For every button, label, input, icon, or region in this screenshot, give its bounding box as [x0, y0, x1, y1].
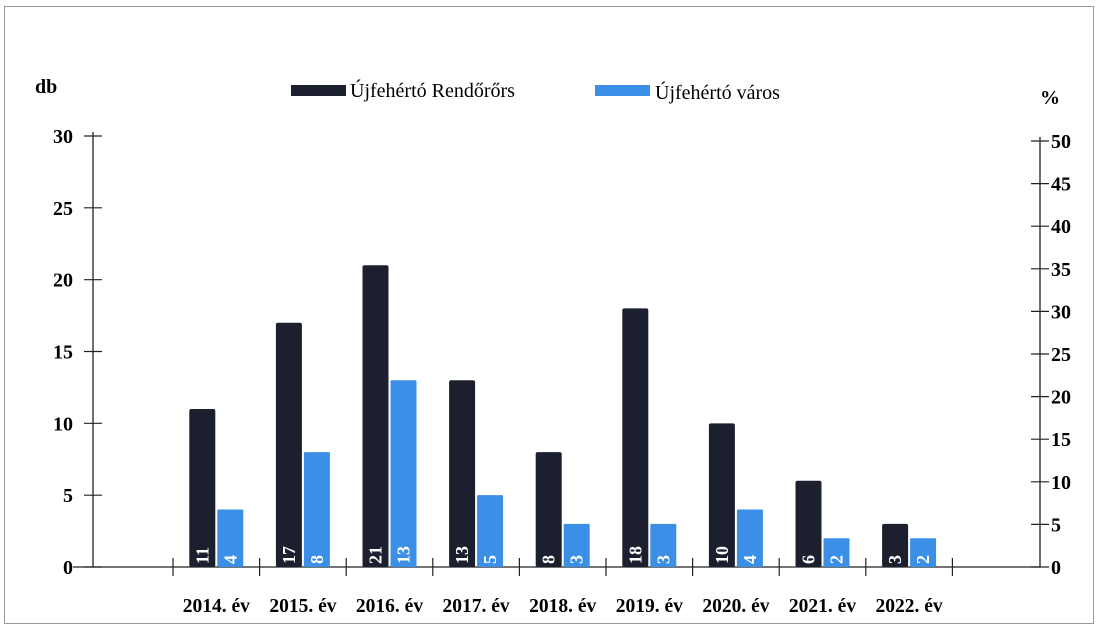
bar-varos [910, 538, 937, 567]
bar-rendorors [449, 380, 476, 567]
bar-rendorors [622, 308, 649, 567]
data-label-rendorors: 17 [279, 546, 299, 564]
right-tick-label: 45 [1051, 174, 1071, 196]
left-tick-label: 25 [53, 198, 73, 220]
bars: 11 4 17 8 21 13 13 5 8 3 18 3 10 4 6 2 3 2 [189, 265, 937, 567]
legend-label-varos: Újfehértó város [655, 80, 780, 104]
x-ticks [172, 558, 954, 576]
bar-rendorors [708, 423, 735, 567]
data-label-rendorors: 13 [452, 546, 472, 564]
right-axis-unit: % [1040, 87, 1060, 109]
right-tick-label: 30 [1051, 301, 1071, 323]
x-category-label: 2016. év [356, 596, 423, 617]
bar-rendorors [275, 322, 302, 567]
left-tick-label: 0 [63, 557, 73, 579]
data-label-rendorors: 8 [539, 555, 559, 564]
left-tick-label: 10 [53, 413, 73, 435]
bar-varos [823, 538, 850, 567]
x-category-label: 2014. év [183, 596, 250, 617]
bar-varos [390, 380, 417, 567]
left-tick-label: 15 [53, 342, 73, 364]
left-tick-label: 20 [53, 270, 73, 292]
x-category-label: 2021. év [789, 596, 856, 617]
right-y-ticks: 0 5 10 15 20 25 30 35 40 45 50 [1031, 131, 1071, 579]
x-category-label: 2022. év [876, 596, 943, 617]
bar-rendorors [535, 452, 562, 567]
bar-varos [303, 452, 330, 567]
x-category-label: 2017. év [443, 596, 510, 617]
right-tick-label: 5 [1051, 514, 1061, 536]
data-label-varos: 5 [480, 555, 500, 564]
right-tick-label: 50 [1051, 131, 1071, 153]
data-label-rendorors: 3 [885, 555, 905, 564]
data-label-rendorors: 10 [712, 546, 732, 564]
x-category-label: 2019. év [616, 596, 683, 617]
legend: Újfehértó Rendőrőrs Újfehértó város [291, 78, 780, 104]
right-tick-label: 35 [1051, 259, 1071, 281]
x-category-label: 2018. év [529, 596, 596, 617]
data-label-varos: 3 [653, 555, 673, 564]
data-label-varos: 3 [567, 555, 587, 564]
data-label-rendorors: 21 [366, 546, 386, 564]
data-label-rendorors: 6 [799, 555, 819, 564]
data-label-varos: 13 [394, 546, 414, 564]
data-label-rendorors: 18 [625, 546, 645, 564]
data-label-varos: 2 [913, 555, 933, 564]
bar-varos [217, 509, 244, 567]
x-tick-labels: 2014. év 2015. év 2016. év 2017. év 2018. év… [183, 596, 943, 617]
legend-swatch-rendorors [291, 85, 346, 96]
right-tick-label: 25 [1051, 344, 1071, 366]
right-tick-label: 20 [1051, 387, 1071, 409]
bar-rendorors [189, 408, 216, 567]
bar-varos [563, 523, 590, 567]
data-label-varos: 4 [740, 555, 760, 564]
data-label-varos: 2 [827, 555, 847, 564]
bar-rendorors [882, 523, 909, 567]
legend-swatch-varos [595, 85, 650, 96]
left-tick-label: 5 [63, 485, 73, 507]
data-label-varos: 8 [307, 555, 327, 564]
left-axis-unit: db [35, 76, 57, 98]
left-y-ticks: 0 5 10 15 20 25 30 [53, 126, 102, 579]
left-tick-label: 30 [53, 126, 73, 148]
bar-varos [650, 523, 677, 567]
bar-rendorors [795, 480, 822, 567]
x-category-label: 2015. év [269, 596, 336, 617]
data-label-varos: 4 [220, 555, 240, 564]
bar-varos [736, 509, 763, 567]
right-tick-label: 15 [1051, 429, 1071, 451]
right-tick-label: 40 [1051, 216, 1071, 238]
bar-rendorors [362, 265, 389, 567]
right-tick-label: 0 [1051, 557, 1061, 579]
x-category-label: 2020. év [702, 596, 769, 617]
bar-varos [477, 495, 504, 567]
right-tick-label: 10 [1051, 472, 1071, 494]
data-label-rendorors: 11 [192, 547, 212, 564]
legend-label-rendorors: Újfehértó Rendőrőrs [350, 78, 515, 102]
